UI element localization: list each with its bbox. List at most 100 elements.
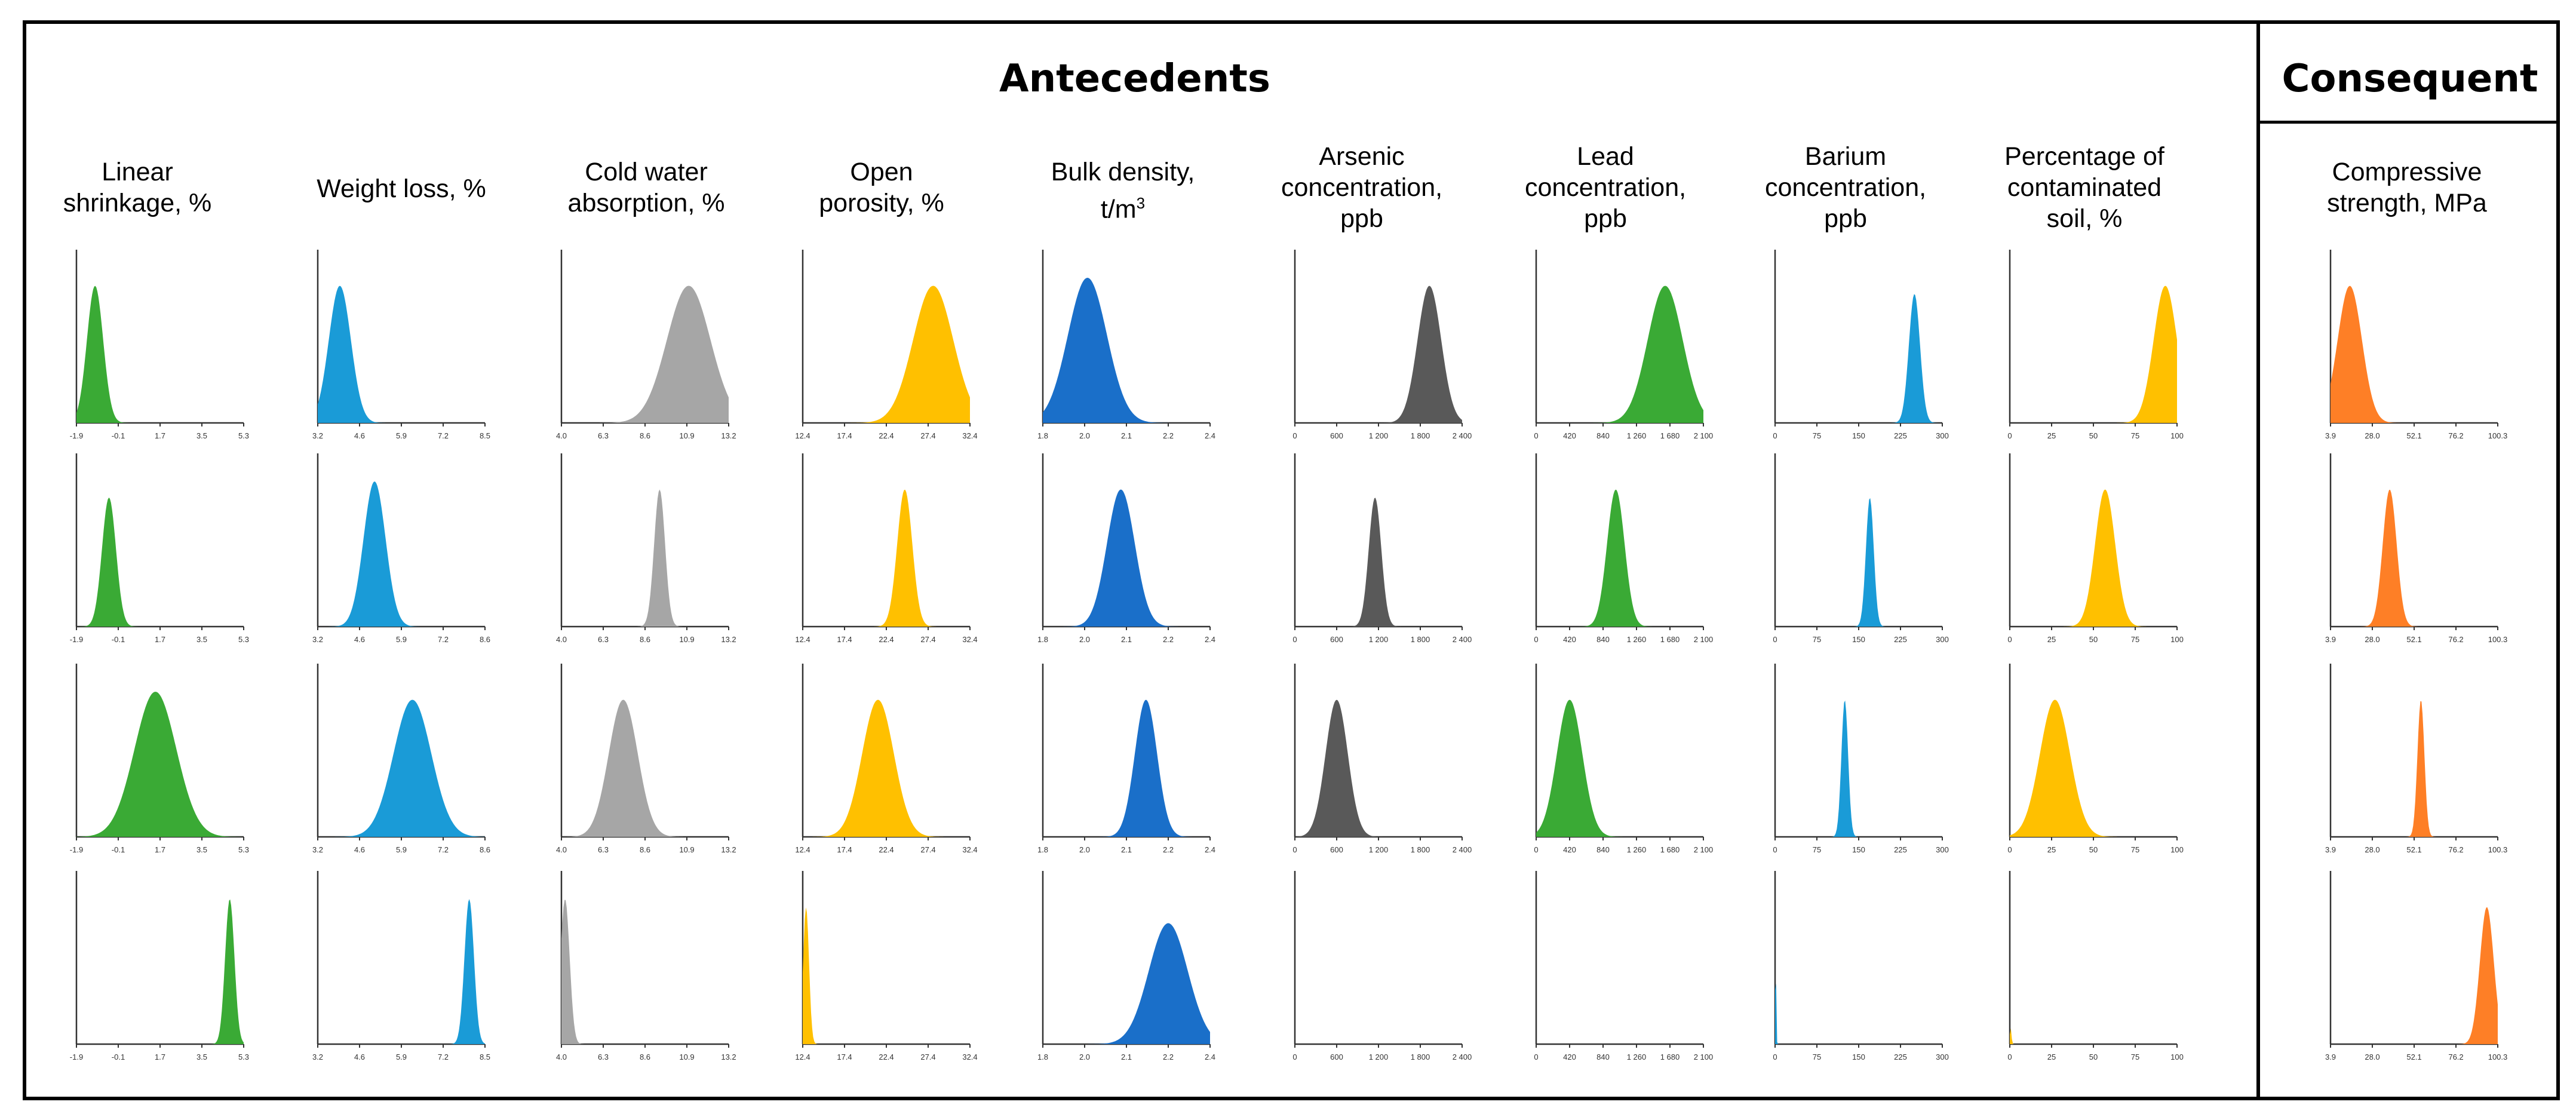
x-tick-label: 5.9	[396, 431, 407, 440]
x-tick-label: 420	[1563, 845, 1576, 854]
x-tick-label: 1 260	[1627, 845, 1647, 854]
x-tick-label: 0	[1773, 635, 1777, 644]
x-tick-label: 225	[1894, 845, 1907, 854]
density-plot: 0 420 840 1 260 1 680 2 100	[1534, 871, 1713, 1061]
x-tick-label: 2.2	[1163, 1053, 1174, 1061]
x-tick-label: 840	[1596, 845, 1610, 854]
x-tick-label: 8.6	[640, 431, 650, 440]
x-tick-label: 25	[2047, 431, 2056, 440]
x-tick-label: 10.9	[679, 1053, 694, 1061]
column-title-line: Open	[850, 158, 913, 186]
x-tick-label: 22.4	[879, 635, 894, 644]
x-tick-label: 17.4	[837, 845, 852, 854]
x-tick-label: 5.3	[238, 635, 249, 644]
density-area	[2331, 701, 2498, 837]
x-tick-label: 13.2	[721, 431, 736, 440]
x-tick-label: 76.2	[2448, 845, 2463, 854]
column-title-line: ppb	[1340, 204, 1383, 233]
x-tick-label: 6.3	[598, 1053, 609, 1061]
x-tick-label: 22.4	[879, 1053, 894, 1061]
x-tick-label: 1.7	[155, 431, 165, 440]
density-area	[2010, 1028, 2177, 1044]
x-tick-label: 225	[1894, 635, 1907, 644]
x-tick-label: 3.9	[2325, 1053, 2336, 1061]
density-plot: 0 75 150 225 300	[1773, 664, 1949, 854]
x-tick-label: 1.8	[1037, 431, 1048, 440]
density-area	[1043, 699, 1210, 837]
column-title-line: concentration,	[1281, 173, 1443, 202]
density-plot: 4.0 6.3 8.6 10.9 13.2	[556, 453, 736, 644]
density-area	[561, 900, 729, 1044]
column-title-line: soil, %	[2046, 204, 2123, 233]
x-tick-label: 27.4	[920, 635, 935, 644]
x-tick-label: 420	[1563, 1053, 1576, 1061]
x-tick-label: 7.2	[438, 635, 449, 644]
x-tick-label: 100	[2170, 845, 2184, 854]
density-area	[76, 498, 244, 627]
x-tick-label: 600	[1330, 635, 1343, 644]
density-plot: 1.8 2.0 2.1 2.2 2.4	[1037, 664, 1215, 854]
x-tick-label: 1.8	[1037, 635, 1048, 644]
column-title: Bulk density, t/m3	[1006, 157, 1239, 225]
density-plot: 3.2 4.6 5.9 7.2 8.5	[312, 871, 490, 1061]
x-tick-label: 75	[2131, 1053, 2139, 1061]
x-tick-label: 100	[2170, 1053, 2184, 1061]
x-tick-label: 0	[1292, 845, 1297, 854]
x-tick-label: 1 680	[1660, 1053, 1680, 1061]
x-tick-label: 28.0	[2365, 845, 2380, 854]
column-title: Barium concentration, ppb	[1729, 141, 1962, 234]
x-tick-label: 22.4	[879, 431, 894, 440]
x-tick-label: 12.4	[795, 431, 810, 440]
x-tick-label: 12.4	[795, 635, 810, 644]
x-tick-label: 27.4	[920, 1053, 935, 1061]
density-plot: 1.8 2.0 2.1 2.2 2.4	[1037, 453, 1215, 644]
x-tick-label: 2 100	[1694, 1053, 1714, 1061]
density-area	[803, 489, 970, 627]
x-tick-label: 100	[2170, 431, 2184, 440]
density-area	[1775, 498, 1942, 627]
x-tick-label: 5.9	[396, 1053, 407, 1061]
x-tick-label: 1 200	[1369, 1053, 1389, 1061]
density-plot: 0 75 150 225 300	[1773, 453, 1949, 644]
x-tick-label: 75	[1813, 845, 1821, 854]
column-title-line: concentration,	[1764, 173, 1927, 202]
x-tick-label: 1 260	[1627, 431, 1647, 440]
x-tick-label: 600	[1330, 845, 1343, 854]
density-plot: 0 600 1 200 1 800 2 400	[1292, 250, 1472, 440]
column-title-line: concentration,	[1524, 173, 1687, 202]
x-tick-label: -1.9	[70, 1053, 83, 1061]
density-area	[76, 899, 244, 1044]
x-tick-label: 6.3	[598, 635, 609, 644]
density-plot: 12.4 17.4 22.4 27.4 32.4	[795, 453, 978, 644]
x-tick-label: 150	[1852, 635, 1865, 644]
column-title-line: Percentage of	[2004, 142, 2164, 171]
x-tick-label: 10.9	[679, 431, 694, 440]
density-area	[803, 907, 970, 1044]
x-tick-label: 2.4	[1205, 431, 1215, 440]
x-tick-label: 75	[1813, 635, 1821, 644]
x-tick-label: 2.1	[1121, 431, 1132, 440]
density-area	[1536, 489, 1703, 627]
density-plot: 4.0 6.3 8.6 10.9 13.2	[556, 664, 736, 854]
x-tick-label: 2.4	[1205, 1053, 1215, 1061]
x-tick-label: 76.2	[2448, 635, 2463, 644]
x-tick-label: 4.6	[354, 845, 365, 854]
x-tick-label: 8.6	[480, 845, 490, 854]
x-tick-label: 32.4	[962, 1053, 977, 1061]
density-plot: 3.2 4.6 5.9 7.2 8.6	[312, 453, 490, 644]
x-tick-label: 32.4	[962, 431, 977, 440]
x-tick-label: 17.4	[837, 1053, 852, 1061]
x-tick-label: 300	[1936, 635, 1949, 644]
density-plot: 0 75 150 225 300	[1773, 871, 1949, 1061]
x-tick-label: 225	[1894, 1053, 1907, 1061]
x-tick-label: 3.5	[196, 635, 207, 644]
density-plot: 12.4 17.4 22.4 27.4 32.4	[795, 664, 978, 854]
density-plot: 3.2 4.6 5.9 7.2 8.5	[312, 250, 490, 440]
x-tick-label: 5.3	[238, 431, 249, 440]
x-tick-label: 0	[1292, 431, 1297, 440]
x-tick-label: 1 800	[1411, 635, 1430, 644]
density-plot: 3.9 28.0 52.1 76.2 100.3	[2325, 664, 2507, 854]
x-tick-label: 100	[2170, 635, 2184, 644]
x-tick-label: 1 680	[1660, 431, 1680, 440]
x-tick-label: 4.0	[556, 431, 567, 440]
